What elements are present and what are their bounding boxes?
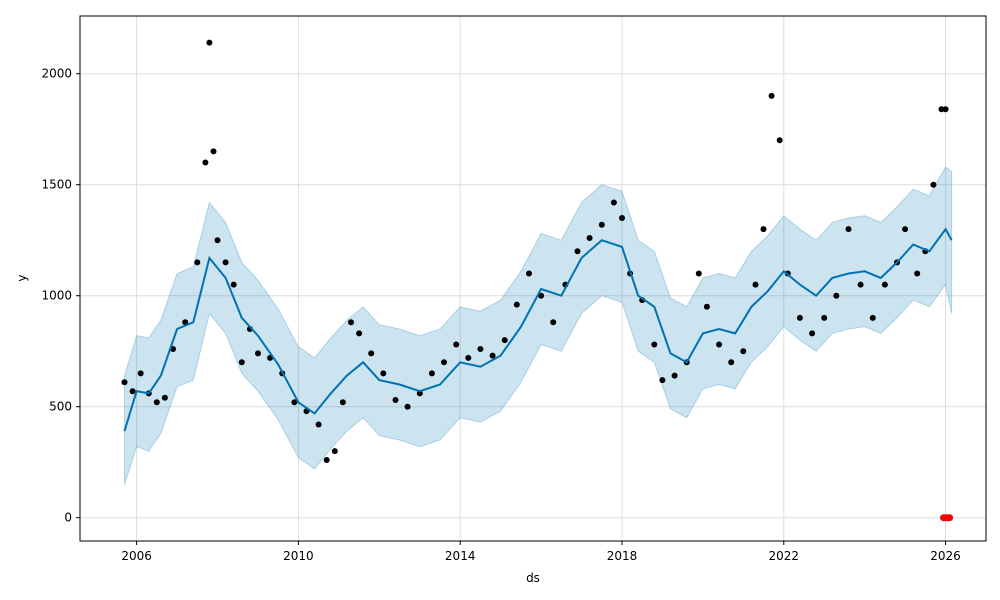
observed-point <box>695 270 702 277</box>
observed-point <box>255 350 261 357</box>
uncertainty-band <box>124 166 953 485</box>
observed-point <box>182 319 189 326</box>
observed-point <box>348 319 354 326</box>
observed-point <box>513 301 520 308</box>
observed-point <box>809 330 816 337</box>
x-tick-label: 2022 <box>768 549 799 563</box>
observed-point <box>222 259 229 266</box>
observed-point <box>869 314 876 321</box>
y-tick-label: 0 <box>64 511 72 525</box>
observed-point <box>902 226 909 233</box>
observed-point <box>930 181 937 188</box>
observed-point <box>526 270 532 277</box>
observed-point <box>153 399 160 406</box>
future-point <box>946 514 954 522</box>
x-axis: 2006 2010 2014 2018 2022 2026 <box>121 541 961 563</box>
observed-point <box>194 259 201 266</box>
plot-area <box>121 39 954 522</box>
y-axis: 0 500 1000 1500 2000 <box>41 67 80 525</box>
x-tick-label: 2026 <box>930 549 961 563</box>
observed-point <box>416 390 423 397</box>
y-tick-label: 500 <box>49 400 72 414</box>
observed-point <box>489 352 496 359</box>
observed-point <box>768 92 775 99</box>
observed-point <box>586 235 593 241</box>
observed-point <box>129 388 136 395</box>
observed-point <box>776 137 783 144</box>
observed-point <box>716 341 723 348</box>
y-tick-label: 1000 <box>41 289 72 303</box>
observed-point <box>857 281 864 288</box>
observed-point <box>161 394 168 401</box>
observed-point <box>845 226 852 233</box>
observed-point <box>291 399 298 406</box>
observed-point <box>368 350 375 357</box>
observed-point <box>214 237 221 244</box>
observed-point <box>202 159 209 166</box>
observed-point <box>796 314 803 321</box>
x-axis-label: ds <box>526 571 540 585</box>
y-tick-label: 1500 <box>41 178 72 192</box>
observed-point <box>651 341 658 348</box>
observed-point <box>574 248 581 255</box>
observed-point <box>942 106 949 113</box>
observed-point <box>331 448 338 455</box>
observed-point <box>392 397 399 403</box>
observed-point <box>477 346 484 352</box>
observed-point <box>380 370 387 377</box>
observed-point <box>728 359 735 366</box>
observed-point <box>598 221 605 228</box>
observed-point <box>441 359 447 366</box>
observed-point <box>703 303 710 310</box>
observed-point <box>619 215 625 221</box>
observed-point <box>671 372 678 379</box>
observed-point <box>356 330 363 337</box>
observed-point <box>538 292 545 299</box>
y-tick-label: 2000 <box>41 67 72 81</box>
observed-point <box>230 281 237 288</box>
grid <box>80 16 986 541</box>
axes-frame <box>79 15 987 542</box>
observed-point <box>238 359 245 366</box>
observed-point <box>914 270 921 277</box>
observed-point <box>339 399 346 406</box>
observed-point <box>210 148 217 155</box>
observed-point <box>323 457 330 463</box>
observed-point <box>833 292 840 299</box>
observed-point <box>404 403 411 410</box>
x-tick-label: 2010 <box>283 549 314 563</box>
observed-point <box>821 314 828 321</box>
x-tick-label: 2014 <box>445 549 476 563</box>
observed-point <box>740 348 747 355</box>
observed-point <box>938 106 945 113</box>
observed-point <box>752 281 759 288</box>
observed-point <box>465 354 472 361</box>
observed-point <box>501 337 508 344</box>
observed-point <box>428 370 435 377</box>
observed-point <box>121 379 128 386</box>
observed-point <box>315 421 322 428</box>
x-tick-label: 2018 <box>607 549 638 563</box>
observed-point <box>206 39 213 46</box>
forecast-line <box>123 227 953 432</box>
y-axis-label: y <box>15 274 29 281</box>
observed-point <box>760 226 767 233</box>
x-tick-label: 2006 <box>121 549 152 563</box>
observed-point <box>659 377 666 384</box>
observed-point <box>550 319 557 326</box>
observed-point <box>137 370 144 377</box>
observed-point <box>881 281 888 288</box>
observed-point <box>453 341 460 348</box>
observed-point <box>610 199 617 206</box>
